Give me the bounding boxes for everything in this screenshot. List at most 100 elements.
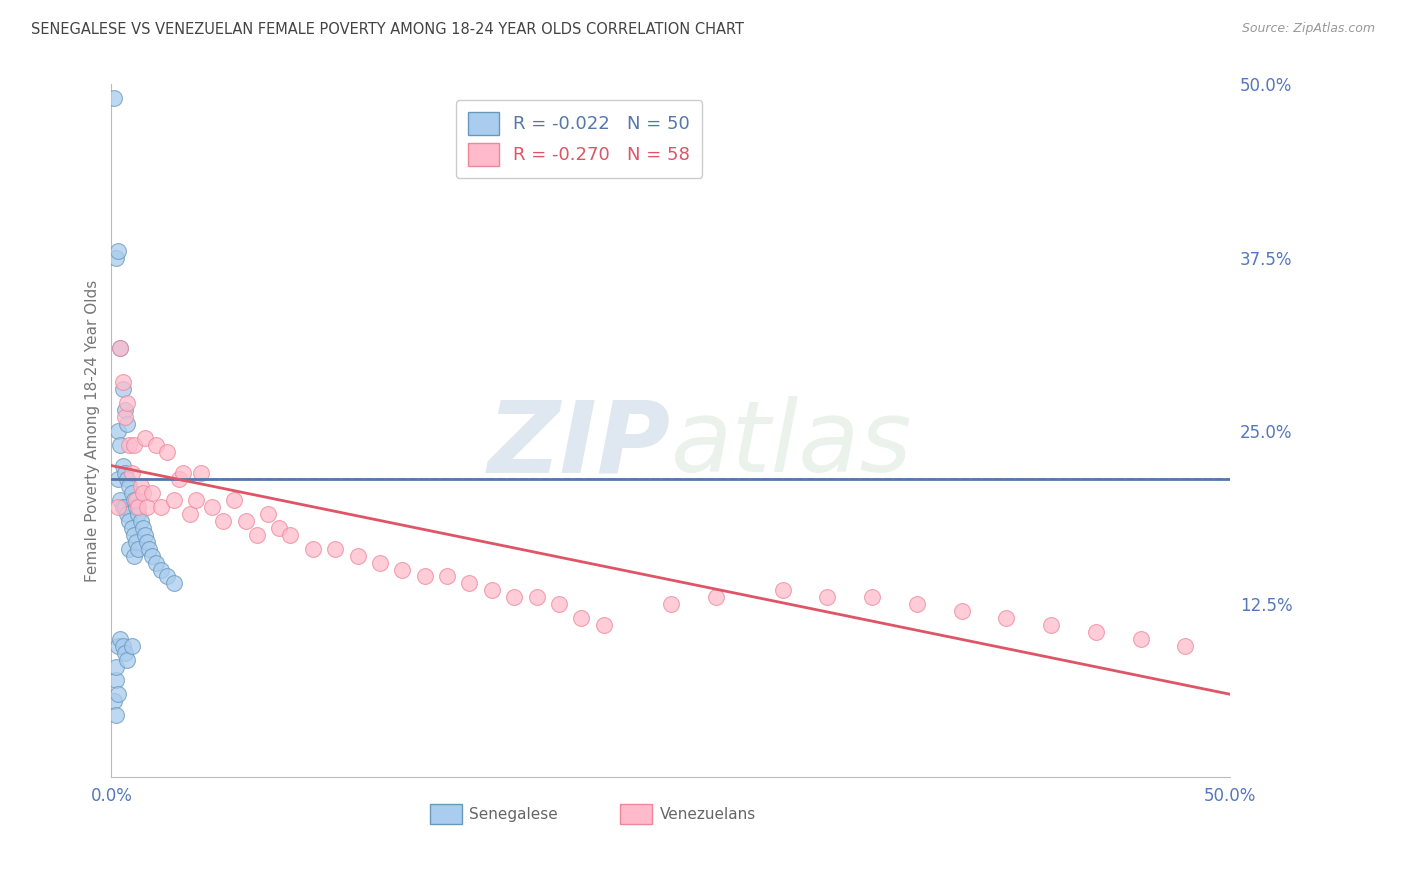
Point	[104, 708, 127, 723]
Point	[212, 514, 235, 528]
Point	[122, 549, 145, 563]
Text: ZIP: ZIP	[488, 396, 671, 493]
Point	[413, 569, 436, 583]
Point	[481, 583, 503, 598]
Point	[163, 576, 186, 591]
Point	[107, 500, 129, 515]
Point	[269, 521, 291, 535]
Point	[224, 493, 246, 508]
Point	[107, 687, 129, 701]
Point	[526, 591, 548, 605]
Point	[111, 458, 134, 473]
Text: Source: ZipAtlas.com: Source: ZipAtlas.com	[1241, 22, 1375, 36]
Point	[115, 473, 138, 487]
FancyBboxPatch shape	[620, 805, 652, 824]
Point	[104, 673, 127, 688]
Point	[458, 576, 481, 591]
Point	[301, 541, 323, 556]
Point	[118, 541, 141, 556]
Point	[103, 694, 125, 708]
Point	[149, 563, 172, 577]
Point	[118, 514, 141, 528]
Point	[118, 479, 141, 493]
Point	[995, 611, 1018, 625]
Point	[817, 591, 839, 605]
Point	[1040, 618, 1063, 632]
Point	[107, 639, 129, 653]
Point	[107, 424, 129, 438]
Point	[145, 556, 167, 570]
Point	[129, 514, 152, 528]
Point	[125, 493, 148, 508]
Point	[115, 653, 138, 667]
Point	[141, 486, 163, 500]
Point	[149, 500, 172, 515]
Point	[592, 618, 614, 632]
Point	[136, 534, 159, 549]
Point	[156, 569, 179, 583]
Point	[167, 473, 190, 487]
Point	[129, 479, 152, 493]
Y-axis label: Female Poverty Among 18-24 Year Olds: Female Poverty Among 18-24 Year Olds	[86, 280, 100, 582]
Point	[104, 251, 127, 265]
FancyBboxPatch shape	[430, 805, 461, 824]
Point	[548, 597, 571, 611]
Point	[107, 473, 129, 487]
Point	[134, 528, 156, 542]
Point	[110, 632, 132, 646]
Point	[132, 486, 155, 500]
Point	[122, 528, 145, 542]
Point	[111, 639, 134, 653]
Point	[186, 493, 208, 508]
Point	[104, 659, 127, 673]
Point	[503, 591, 526, 605]
Point	[163, 493, 186, 508]
Point	[436, 569, 458, 583]
Point	[107, 244, 129, 258]
Point	[138, 541, 160, 556]
Point	[114, 500, 136, 515]
Point	[125, 500, 148, 515]
Point	[704, 591, 727, 605]
Point	[391, 563, 413, 577]
Point	[323, 541, 346, 556]
Point	[659, 597, 682, 611]
Point	[115, 417, 138, 431]
Point	[368, 556, 391, 570]
Point	[141, 549, 163, 563]
Point	[127, 541, 149, 556]
Point	[110, 341, 132, 355]
Point	[121, 639, 143, 653]
Point	[172, 466, 194, 480]
Text: atlas: atlas	[671, 396, 912, 493]
Point	[190, 466, 212, 480]
Point	[905, 597, 928, 611]
Point	[569, 611, 592, 625]
Point	[114, 646, 136, 660]
Point	[1084, 624, 1107, 639]
Point	[860, 591, 883, 605]
Point	[127, 507, 149, 521]
Point	[156, 444, 179, 458]
Point	[103, 91, 125, 105]
Point	[115, 396, 138, 410]
Point	[114, 410, 136, 425]
Point	[235, 514, 257, 528]
Point	[145, 438, 167, 452]
Point	[111, 383, 134, 397]
Point	[110, 438, 132, 452]
Point	[950, 604, 973, 618]
Point	[121, 466, 143, 480]
Point	[121, 521, 143, 535]
Point	[122, 438, 145, 452]
Point	[110, 341, 132, 355]
Point	[772, 583, 794, 598]
Point	[121, 486, 143, 500]
Text: Senegalese: Senegalese	[470, 806, 558, 822]
Text: Venezuelans: Venezuelans	[659, 806, 756, 822]
Point	[201, 500, 224, 515]
Point	[111, 376, 134, 390]
Point	[114, 403, 136, 417]
Point	[132, 521, 155, 535]
Point	[122, 493, 145, 508]
